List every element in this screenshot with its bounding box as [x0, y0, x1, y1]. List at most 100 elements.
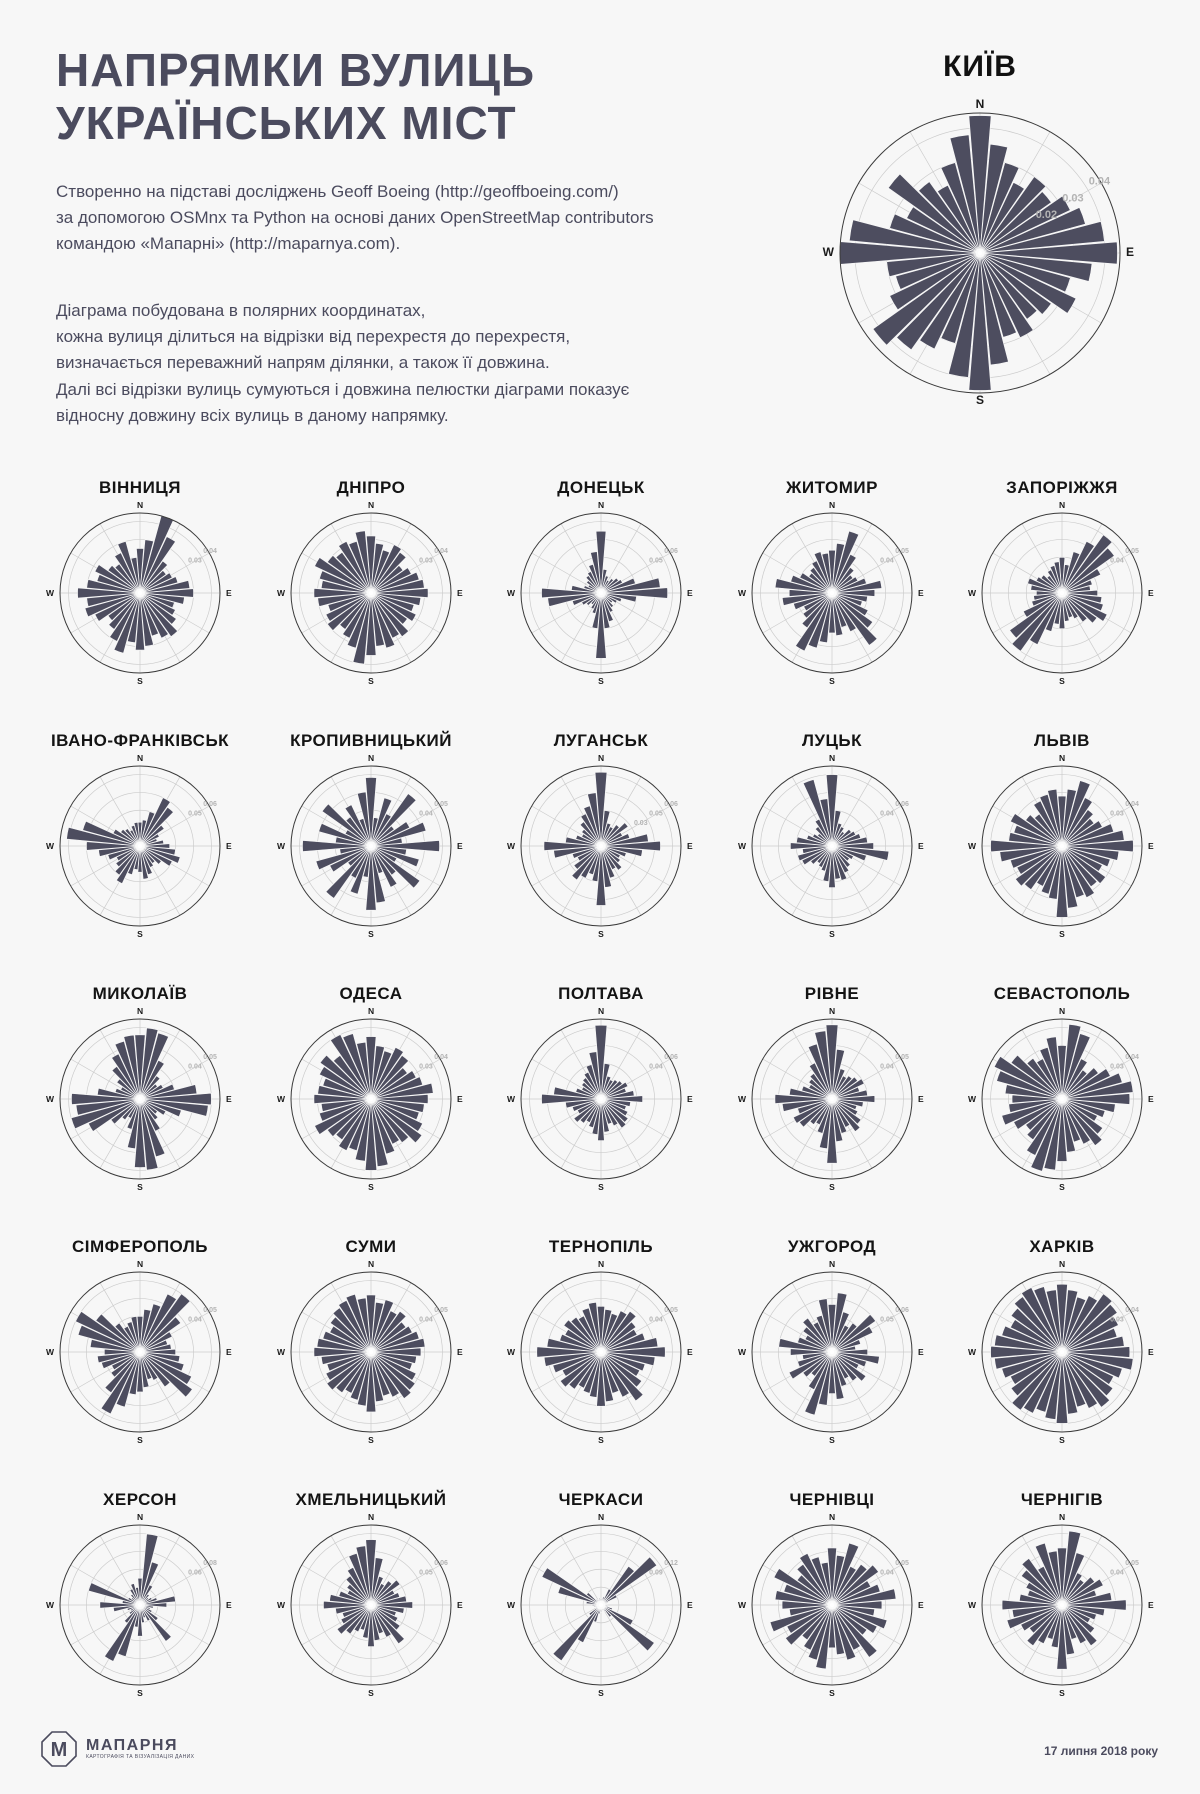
ring-tick-label: 0.04	[1110, 558, 1124, 565]
rose-bar	[600, 1594, 618, 1606]
rose-bar	[1061, 1530, 1082, 1606]
rose-bar	[1061, 809, 1094, 847]
rose-bar	[809, 1098, 833, 1126]
rose-bar	[112, 828, 141, 847]
rose-bar	[831, 1078, 865, 1100]
rose-bar	[979, 252, 1071, 293]
rose-bar	[979, 252, 1077, 314]
rose-bar	[831, 1089, 868, 1100]
rose-bar	[329, 1325, 372, 1353]
rose-bar	[370, 1601, 414, 1609]
rose-bar	[583, 1071, 602, 1100]
ring-tick-label: 0.04	[434, 548, 448, 555]
rose-bar	[773, 1567, 833, 1606]
rose-bar	[809, 1072, 833, 1100]
rose-bar	[831, 1351, 858, 1382]
compass-label-e: E	[1126, 245, 1134, 259]
rose-bar	[559, 1351, 602, 1388]
rose-bar	[130, 1316, 141, 1353]
rose-bar	[807, 1604, 833, 1661]
city-chart-cell: ЛЬВІВ 0.04 0.03 N E S W	[962, 731, 1162, 941]
rose-chart-svg: 0.040.03 N E S W	[277, 1006, 463, 1192]
rose-bar	[370, 1082, 434, 1100]
rose-bar	[139, 1092, 212, 1106]
rose-bar	[600, 1098, 627, 1129]
rose-bar	[990, 839, 1063, 853]
rose-bar	[600, 1351, 630, 1398]
rose-bar	[139, 1083, 175, 1100]
compass-label-e: E	[687, 841, 693, 851]
rose-bar	[1061, 1068, 1111, 1100]
rose-bar	[600, 1098, 629, 1123]
compass-label-e: E	[457, 841, 463, 851]
rose-bar	[341, 1604, 372, 1618]
rose-bar	[1061, 1604, 1087, 1645]
compass-label-w: W	[46, 588, 55, 598]
rose-bar	[818, 1298, 833, 1353]
compass-label-n: N	[976, 97, 985, 111]
rose-bar	[133, 821, 141, 847]
rose-bar	[370, 1070, 417, 1100]
rose-bar	[979, 176, 1047, 254]
rose-bar	[370, 1050, 393, 1100]
rose-bar	[600, 845, 612, 888]
rose-bar	[96, 573, 141, 594]
rose-bar	[600, 845, 623, 871]
rose-bar	[831, 1351, 845, 1400]
rose-bar	[109, 592, 141, 642]
rose-bar	[1061, 845, 1085, 899]
rose-bar	[848, 219, 981, 254]
rose-bar	[139, 1075, 161, 1100]
rose-bar	[370, 845, 386, 904]
rose-bar	[801, 592, 833, 629]
rose-bar	[1057, 795, 1067, 847]
rose-bar	[600, 1081, 629, 1100]
rose-chart-svg: 0.050.04 N E S W	[46, 1006, 232, 1192]
rose-bar	[342, 1033, 372, 1100]
rose-bar	[821, 552, 833, 594]
rose-bar	[317, 592, 372, 607]
compass-label-w: W	[277, 1600, 286, 1610]
rose-bar	[799, 1552, 833, 1606]
rose-bar	[831, 1564, 880, 1606]
rose-bar	[326, 1351, 372, 1372]
rose-bar	[1061, 845, 1079, 909]
rose-bar	[1061, 1303, 1118, 1353]
rose-bar	[831, 1351, 860, 1370]
compass-label-e: E	[1148, 1347, 1154, 1357]
rose-bar	[798, 1098, 833, 1128]
compass-label-n: N	[598, 753, 604, 763]
rose-bar	[600, 1328, 638, 1353]
rose-bar	[314, 1098, 372, 1136]
rose-bar	[580, 813, 602, 847]
rose-bar	[831, 592, 844, 637]
rose-bar	[831, 1583, 881, 1606]
rose-bar	[370, 592, 408, 625]
rose-bar	[600, 1098, 619, 1127]
rose-bar	[831, 833, 862, 847]
rose-bar	[110, 1351, 141, 1378]
rose-bar	[1029, 592, 1063, 646]
rose-bar	[370, 1067, 408, 1100]
rose-bar	[139, 797, 171, 847]
ring-tick-label: 0.05	[664, 1307, 678, 1314]
compass-label-e: E	[918, 841, 924, 851]
compass-label-e: E	[226, 1094, 232, 1104]
rose-bar	[117, 540, 141, 594]
rose-bar	[571, 845, 602, 881]
compass-label-e: E	[226, 1600, 232, 1610]
ring-tick-label: 0.04	[1089, 176, 1111, 188]
rose-bar	[587, 792, 602, 847]
ring-tick-label: 0.06	[664, 548, 678, 555]
city-title: СУМИ	[345, 1237, 397, 1256]
rose-bar	[139, 1604, 151, 1622]
rose-bar	[1061, 1058, 1088, 1100]
compass-label-n: N	[829, 1512, 835, 1522]
ring-tick-label: 0.04	[880, 1570, 894, 1577]
rose-bar	[1061, 829, 1125, 847]
rose-bar	[103, 1348, 141, 1356]
rose-bar	[831, 1098, 851, 1128]
rose-bar	[370, 567, 412, 594]
rose-bar	[1061, 797, 1093, 847]
city-chart-cell: СІМФЕРОПОЛЬ 0.05 0.04 N E S W	[40, 1237, 240, 1447]
